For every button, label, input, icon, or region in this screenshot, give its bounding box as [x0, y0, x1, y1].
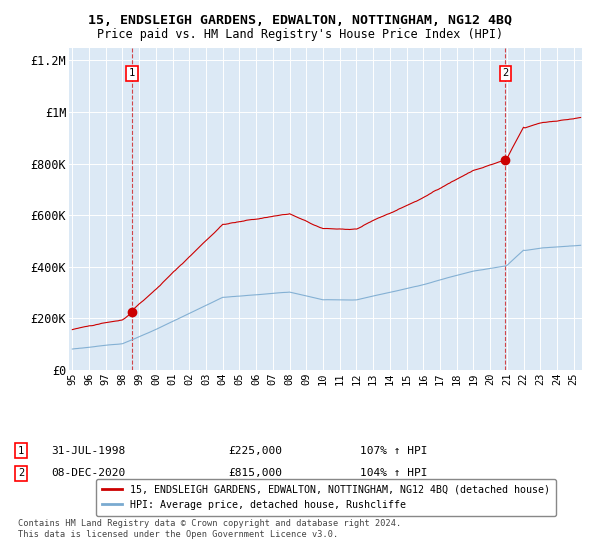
- Text: Contains HM Land Registry data © Crown copyright and database right 2024.
This d: Contains HM Land Registry data © Crown c…: [18, 520, 401, 539]
- Text: 31-JUL-1998: 31-JUL-1998: [51, 446, 125, 456]
- Text: 1: 1: [18, 446, 24, 456]
- Text: £225,000: £225,000: [228, 446, 282, 456]
- Text: 15, ENDSLEIGH GARDENS, EDWALTON, NOTTINGHAM, NG12 4BQ: 15, ENDSLEIGH GARDENS, EDWALTON, NOTTING…: [88, 14, 512, 27]
- Text: £815,000: £815,000: [228, 468, 282, 478]
- Text: 104% ↑ HPI: 104% ↑ HPI: [360, 468, 427, 478]
- Legend: 15, ENDSLEIGH GARDENS, EDWALTON, NOTTINGHAM, NG12 4BQ (detached house), HPI: Ave: 15, ENDSLEIGH GARDENS, EDWALTON, NOTTING…: [95, 479, 556, 516]
- Text: 2: 2: [18, 468, 24, 478]
- Text: 2: 2: [502, 68, 509, 78]
- Text: Price paid vs. HM Land Registry's House Price Index (HPI): Price paid vs. HM Land Registry's House …: [97, 28, 503, 41]
- Text: 1: 1: [129, 68, 135, 78]
- Text: 107% ↑ HPI: 107% ↑ HPI: [360, 446, 427, 456]
- Text: 08-DEC-2020: 08-DEC-2020: [51, 468, 125, 478]
